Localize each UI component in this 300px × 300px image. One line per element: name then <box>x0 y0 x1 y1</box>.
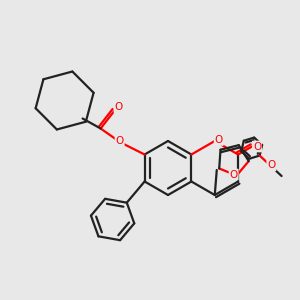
Text: O: O <box>214 135 223 145</box>
Text: O: O <box>116 136 124 146</box>
Text: O: O <box>253 142 261 152</box>
Text: O: O <box>267 160 275 170</box>
Text: O: O <box>230 169 238 179</box>
Text: O: O <box>115 103 123 112</box>
